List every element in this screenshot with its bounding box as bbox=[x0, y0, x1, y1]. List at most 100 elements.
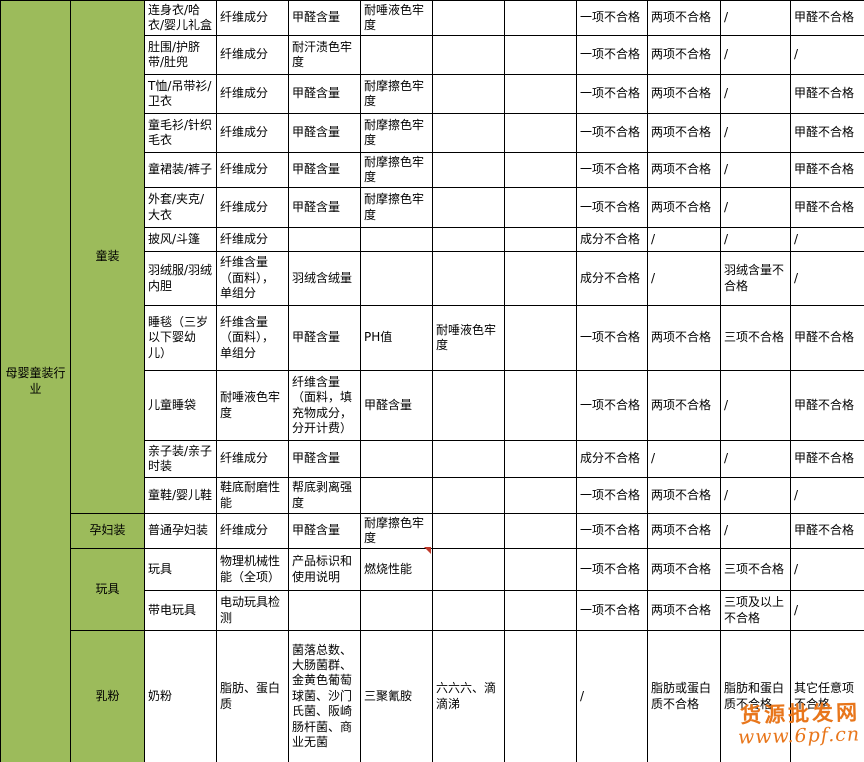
test-item-cell-2[interactable]: 甲醛含量 bbox=[288, 187, 361, 228]
product-cell[interactable]: 睡毯（三岁以下婴幼儿） bbox=[144, 305, 217, 371]
test-item-cell-5[interactable] bbox=[504, 513, 577, 549]
result-cell-2[interactable]: / bbox=[647, 251, 721, 306]
test-item-cell-2[interactable]: 甲醛含量 bbox=[288, 513, 361, 549]
result-cell-1[interactable]: 一项不合格 bbox=[576, 35, 648, 75]
test-item-cell-5[interactable] bbox=[504, 152, 577, 188]
test-item-cell-4[interactable] bbox=[432, 0, 505, 36]
result-cell-4[interactable]: 甲醛不合格 bbox=[790, 513, 864, 549]
test-item-cell-1[interactable]: 纤维成分 bbox=[216, 513, 289, 549]
test-item-cell-1[interactable]: 物理机械性能（全项） bbox=[216, 548, 289, 591]
product-cell[interactable]: 童裙装/裤子 bbox=[144, 152, 217, 188]
test-item-cell-4[interactable] bbox=[432, 227, 505, 252]
test-item-cell-2[interactable]: 甲醛含量 bbox=[288, 74, 361, 114]
test-item-cell-1[interactable]: 纤维成分 bbox=[216, 113, 289, 153]
test-item-cell-4[interactable]: 耐唾液色牢度 bbox=[432, 305, 505, 371]
test-item-cell-4[interactable] bbox=[432, 370, 505, 441]
test-item-cell-4[interactable] bbox=[432, 440, 505, 478]
test-item-cell-3[interactable] bbox=[360, 227, 433, 252]
result-cell-4[interactable]: 甲醛不合格 bbox=[790, 440, 864, 478]
result-cell-2[interactable]: 两项不合格 bbox=[647, 305, 721, 371]
result-cell-2[interactable]: 两项不合格 bbox=[647, 0, 721, 36]
result-cell-1[interactable]: 一项不合格 bbox=[576, 187, 648, 228]
test-item-cell-1[interactable]: 纤维成分 bbox=[216, 74, 289, 114]
result-cell-4[interactable]: / bbox=[790, 548, 864, 591]
test-item-cell-4[interactable] bbox=[432, 513, 505, 549]
table-row[interactable]: 羽绒服/羽绒内胆 纤维含量（面料），单组分 羽绒含绒量 成分不合格 / 羽绒含量… bbox=[1, 251, 864, 306]
result-cell-2[interactable]: 两项不合格 bbox=[647, 35, 721, 75]
test-item-cell-4[interactable] bbox=[432, 113, 505, 153]
result-cell-3[interactable]: / bbox=[720, 227, 791, 252]
test-item-cell-1[interactable]: 脂肪、蛋白质 bbox=[216, 630, 289, 762]
table-row[interactable]: 乳粉 奶粉 脂肪、蛋白质 菌落总数、大肠菌群、金黄色葡萄球菌、沙门氏菌、阪崎肠杆… bbox=[1, 630, 864, 762]
test-item-cell-1[interactable]: 鞋底耐磨性能 bbox=[216, 477, 289, 514]
product-cell[interactable]: 肚围/护脐带/肚兜 bbox=[144, 35, 217, 75]
product-cell[interactable]: 普通孕妇装 bbox=[144, 513, 217, 549]
test-item-cell-5[interactable] bbox=[504, 251, 577, 306]
test-item-cell-5[interactable] bbox=[504, 477, 577, 514]
test-item-cell-3[interactable]: PH值 bbox=[360, 305, 433, 371]
result-cell-3[interactable]: / bbox=[720, 370, 791, 441]
test-item-cell-4[interactable] bbox=[432, 152, 505, 188]
product-cell[interactable]: 外套/夹克/大衣 bbox=[144, 187, 217, 228]
test-item-cell-3[interactable]: 燃烧性能 bbox=[360, 548, 433, 591]
test-item-cell-2[interactable] bbox=[288, 590, 361, 631]
test-item-cell-3[interactable]: 耐摩擦色牢度 bbox=[360, 74, 433, 114]
product-cell[interactable]: T恤/吊带衫/卫衣 bbox=[144, 74, 217, 114]
test-item-cell-5[interactable] bbox=[504, 35, 577, 75]
result-cell-4[interactable]: 甲醛不合格 bbox=[790, 370, 864, 441]
result-cell-3[interactable]: / bbox=[720, 440, 791, 478]
test-item-cell-5[interactable] bbox=[504, 630, 577, 762]
table-row[interactable]: T恤/吊带衫/卫衣 纤维成分 甲醛含量 耐摩擦色牢度 一项不合格 两项不合格 /… bbox=[1, 74, 864, 114]
result-cell-1[interactable]: 一项不合格 bbox=[576, 74, 648, 114]
test-item-cell-1[interactable]: 电动玩具检测 bbox=[216, 590, 289, 631]
result-cell-2[interactable]: 两项不合格 bbox=[647, 370, 721, 441]
product-cell[interactable]: 亲子装/亲子时装 bbox=[144, 440, 217, 478]
product-cell[interactable]: 童毛衫/针织毛衣 bbox=[144, 113, 217, 153]
result-cell-2[interactable]: / bbox=[647, 227, 721, 252]
product-cell[interactable]: 连身衣/哈衣/婴儿礼盒 bbox=[144, 0, 217, 36]
test-item-cell-5[interactable] bbox=[504, 440, 577, 478]
result-cell-3[interactable]: 脂肪和蛋白质不合格 bbox=[720, 630, 791, 762]
result-cell-3[interactable]: / bbox=[720, 187, 791, 228]
test-item-cell-3[interactable] bbox=[360, 251, 433, 306]
table-row[interactable]: 带电玩具 电动玩具检测 一项不合格 两项不合格 三项及以上不合格 / bbox=[1, 590, 864, 631]
result-cell-2[interactable]: 两项不合格 bbox=[647, 477, 721, 514]
result-cell-3[interactable]: / bbox=[720, 152, 791, 188]
table-row[interactable]: 童毛衫/针织毛衣 纤维成分 甲醛含量 耐摩擦色牢度 一项不合格 两项不合格 / … bbox=[1, 113, 864, 153]
test-item-cell-3[interactable]: 耐摩擦色牢度 bbox=[360, 113, 433, 153]
test-item-cell-2[interactable]: 甲醛含量 bbox=[288, 152, 361, 188]
test-item-cell-4[interactable] bbox=[432, 590, 505, 631]
test-item-cell-4[interactable] bbox=[432, 548, 505, 591]
test-item-cell-1[interactable]: 纤维成分 bbox=[216, 0, 289, 36]
test-item-cell-2[interactable]: 羽绒含绒量 bbox=[288, 251, 361, 306]
result-cell-4[interactable]: 甲醛不合格 bbox=[790, 0, 864, 36]
result-cell-1[interactable]: 一项不合格 bbox=[576, 370, 648, 441]
result-cell-4[interactable]: 甲醛不合格 bbox=[790, 152, 864, 188]
result-cell-4[interactable]: 其它任意项不合格 bbox=[790, 630, 864, 762]
test-item-cell-1[interactable]: 耐唾液色牢度 bbox=[216, 370, 289, 441]
test-item-cell-2[interactable]: 甲醛含量 bbox=[288, 113, 361, 153]
test-item-cell-5[interactable] bbox=[504, 227, 577, 252]
result-cell-1[interactable]: 成分不合格 bbox=[576, 440, 648, 478]
test-item-cell-4[interactable] bbox=[432, 477, 505, 514]
table-row[interactable]: 童裙装/裤子 纤维成分 甲醛含量 耐摩擦色牢度 一项不合格 两项不合格 / 甲醛… bbox=[1, 152, 864, 188]
test-item-cell-4[interactable]: 六六六、滴滴涕 bbox=[432, 630, 505, 762]
test-item-cell-4[interactable] bbox=[432, 35, 505, 75]
test-item-cell-4[interactable] bbox=[432, 251, 505, 306]
result-cell-3[interactable]: / bbox=[720, 0, 791, 36]
result-cell-1[interactable]: 成分不合格 bbox=[576, 227, 648, 252]
test-item-cell-3[interactable]: 耐摩擦色牢度 bbox=[360, 152, 433, 188]
test-item-cell-1[interactable]: 纤维成分 bbox=[216, 35, 289, 75]
test-item-cell-2[interactable]: 纤维含量（面料，填充物成分，分开计费） bbox=[288, 370, 361, 441]
test-item-cell-3[interactable]: 耐唾液色牢度 bbox=[360, 0, 433, 36]
result-cell-2[interactable]: 脂肪或蛋白质不合格 bbox=[647, 630, 721, 762]
result-cell-3[interactable]: / bbox=[720, 35, 791, 75]
test-item-cell-4[interactable] bbox=[432, 187, 505, 228]
test-item-cell-3[interactable] bbox=[360, 440, 433, 478]
test-item-cell-1[interactable]: 纤维成分 bbox=[216, 440, 289, 478]
result-cell-2[interactable]: 两项不合格 bbox=[647, 152, 721, 188]
result-cell-3[interactable]: 三项及以上不合格 bbox=[720, 590, 791, 631]
test-item-cell-1[interactable]: 纤维成分 bbox=[216, 227, 289, 252]
product-cell[interactable]: 羽绒服/羽绒内胆 bbox=[144, 251, 217, 306]
table-row[interactable]: 披风/斗篷 纤维成分 成分不合格 / / / bbox=[1, 227, 864, 252]
